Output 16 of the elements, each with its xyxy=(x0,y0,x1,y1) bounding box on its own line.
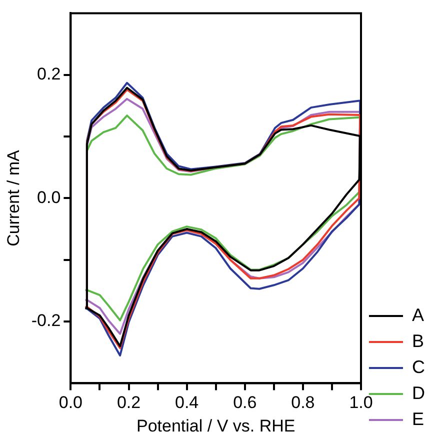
y-tick-label: -0.2 xyxy=(31,311,61,330)
x-axis-title: Potential / V vs. RHE xyxy=(136,416,296,436)
y-axis-title: Current / mA xyxy=(4,149,23,246)
legend-label: D xyxy=(412,382,425,403)
x-tick-label: 0.0 xyxy=(58,393,83,412)
x-tick-label: 1.0 xyxy=(349,393,373,412)
y-tick-label: 0.2 xyxy=(37,64,61,84)
y-tick-label: 0.0 xyxy=(37,188,61,207)
x-tick-label: 0.6 xyxy=(233,393,257,412)
x-tick-label: 0.4 xyxy=(174,393,199,412)
x-tick-label: 0.2 xyxy=(116,393,141,412)
x-tick-label: 0.8 xyxy=(291,393,315,412)
legend-label: B xyxy=(412,330,424,351)
legend-label: E xyxy=(412,408,424,429)
legend-label: A xyxy=(412,304,424,325)
legend-label: C xyxy=(412,356,425,377)
